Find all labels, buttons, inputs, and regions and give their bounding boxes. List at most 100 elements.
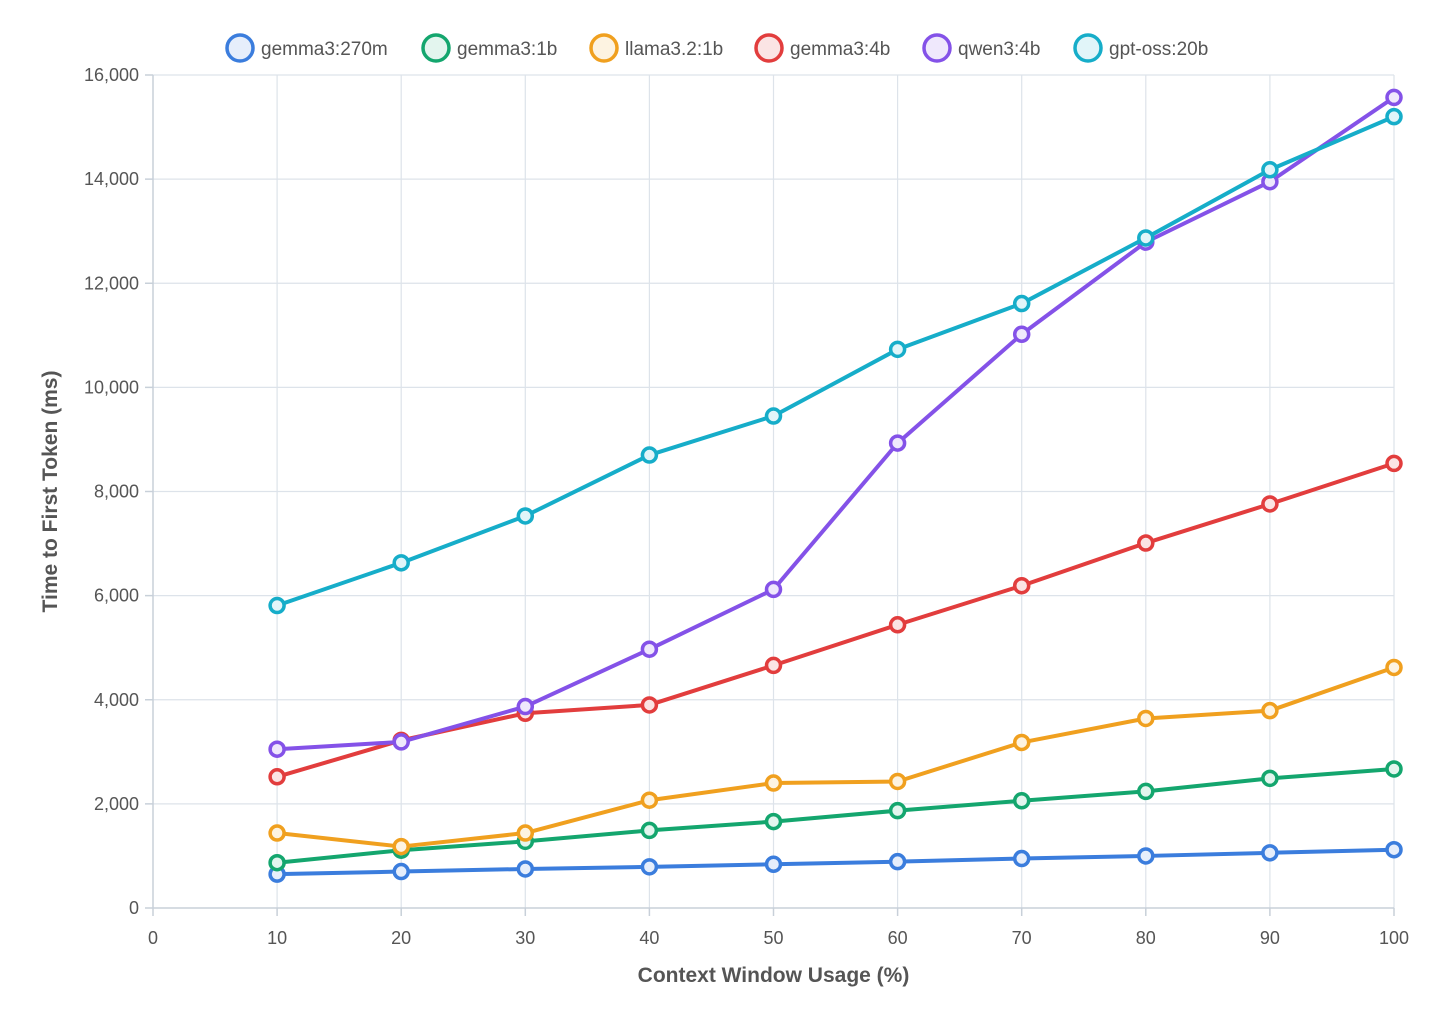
data-point [1385,454,1403,473]
x-tick-label: 80 [1136,928,1156,948]
legend-item[interactable]: gpt-oss:20b [1073,33,1208,63]
legend-swatch [421,33,451,63]
data-point [516,824,535,842]
x-tick-label: 10 [267,928,287,948]
data-point [888,801,907,820]
legend-label: gemma3:270m [261,39,388,60]
y-tick-label: 0 [129,898,139,918]
y-tick-labels: 0 2,000 4,000 6,000 8,000 10,000 12,000 14,000 1… [84,65,139,918]
x-tick-labels: 0 10 20 30 40 50 60 70 80 90 100 [148,928,1409,948]
data-point [1385,88,1403,107]
legend-label: qwen3:4b [958,39,1040,60]
data-point [888,340,907,359]
data-point [1012,325,1031,344]
y-tick-label: 12,000 [84,273,139,293]
y-tick-label: 4,000 [94,690,139,710]
series-gpt-oss:20b [268,107,1403,615]
legend-swatch [754,33,784,63]
legend-item[interactable]: gemma3:1b [421,33,557,63]
data-point [1261,769,1279,788]
legend-item[interactable]: qwen3:4b [922,33,1040,63]
y-tick-label: 8,000 [94,482,139,502]
y-tick-label: 2,000 [94,794,139,814]
x-tick-label: 100 [1379,928,1409,948]
data-point [1012,792,1031,810]
data-point [1385,760,1403,778]
data-point [764,580,783,599]
data-point [1261,701,1279,720]
data-point [1137,709,1155,728]
x-tick-label: 40 [639,928,659,948]
legend-label: gemma3:1b [457,39,557,60]
x-tick-label: 0 [148,928,158,948]
data-point [1385,107,1403,126]
data-point [888,616,907,634]
data-point [640,821,659,840]
data-point [640,858,659,876]
series-line [275,95,1396,752]
legend[interactable]: gemma3:270m gemma3:1b llama3.2:1b gemma3:4b… [225,33,1208,63]
grid-lines [153,74,1395,908]
data-point [764,812,783,831]
legend-swatch [922,33,952,63]
legend-swatch [1073,33,1103,63]
data-point [516,507,535,525]
x-axis-title: Context Window Usage (%) [638,964,910,987]
data-point [392,554,410,572]
data-point [1137,782,1155,801]
y-tick-label: 14,000 [84,169,139,189]
data-point [1261,495,1279,513]
series-llama3.2:1b [268,658,1403,856]
data-point [1261,844,1279,862]
legend-swatch [225,33,255,63]
data-point [640,696,659,714]
data-point [764,855,783,874]
data-point [1385,658,1403,677]
series-line [275,461,1396,779]
data-point [516,860,535,878]
data-point [764,407,783,425]
data-point [888,772,907,791]
data-point [1385,840,1403,859]
legend-swatch [589,33,619,63]
data-point [1012,576,1031,595]
data-point [1012,849,1031,868]
data-point [268,768,286,786]
series-layer [268,88,1403,883]
data-point [1137,229,1155,247]
y-tick-label: 6,000 [94,586,139,606]
data-point [888,852,907,871]
legend-item[interactable]: gemma3:4b [754,33,890,63]
data-point [1261,161,1279,179]
data-point [888,434,907,452]
axes [145,74,1395,916]
data-point [1012,733,1031,752]
x-tick-label: 70 [1012,928,1032,948]
data-point [392,837,410,856]
legend-label: gemma3:4b [790,39,890,60]
legend-label: llama3.2:1b [625,39,723,60]
series-gemma3:4b [268,454,1403,786]
data-point [268,596,286,615]
legend-item[interactable]: gemma3:270m [225,33,388,63]
series-line [275,766,1396,865]
data-point [640,446,659,464]
data-point [268,824,286,842]
x-tick-label: 20 [391,928,411,948]
x-tick-label: 50 [763,928,783,948]
data-point [392,862,410,881]
data-point [268,853,286,872]
y-axis-title: Time to First Token (ms) [39,371,62,613]
data-point [764,774,783,792]
data-point [516,697,535,716]
series-gemma3:270m [268,840,1403,883]
x-tick-label: 90 [1260,928,1280,948]
y-tick-label: 16,000 [84,65,139,85]
y-tick-label: 10,000 [84,377,139,397]
series-line [275,114,1396,608]
data-point [1137,534,1155,552]
series-line [275,665,1396,849]
legend-item[interactable]: llama3.2:1b [589,33,723,63]
data-point [268,740,286,758]
